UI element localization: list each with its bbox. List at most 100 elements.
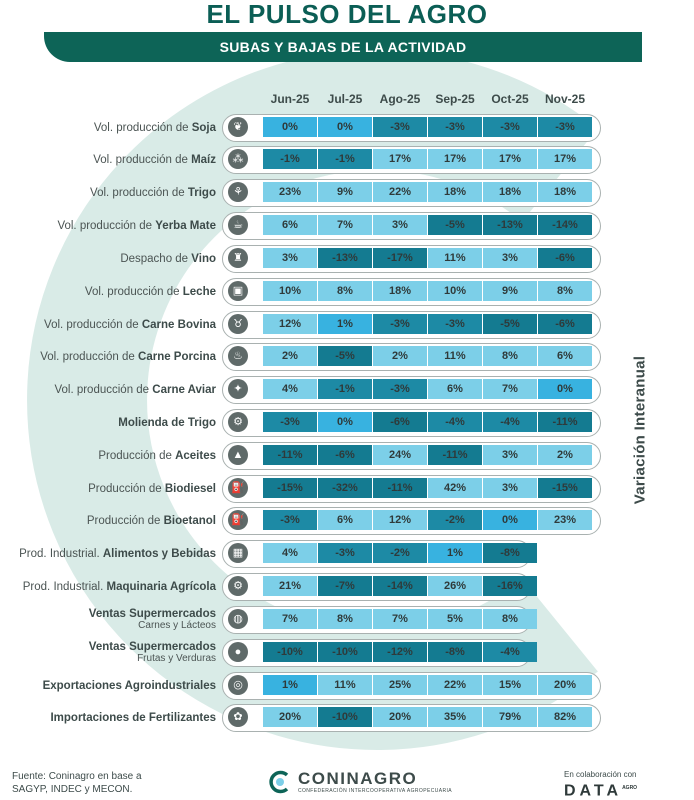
- value-cell: -2%: [373, 543, 427, 563]
- value-cell: 7%: [483, 379, 537, 399]
- value-cell: 18%: [538, 182, 592, 202]
- logo-subtitle: CONFEDERACIÓN INTERCOOPERATIVA AGROPECUA…: [298, 788, 452, 794]
- row-label: Vol. producción de Leche: [0, 278, 216, 306]
- value-cell: -12%: [373, 642, 427, 662]
- value-cell: -5%: [428, 215, 482, 235]
- value-cell: 1%: [318, 314, 372, 334]
- coninagro-logo-mark-icon: [269, 770, 289, 794]
- value-cell: 8%: [318, 281, 372, 301]
- row-label: Vol. producción de Yerba Mate: [0, 212, 216, 240]
- value-cell: 35%: [428, 707, 482, 727]
- value-cell: 2%: [538, 445, 592, 465]
- row-label-main: Bioetanol: [163, 515, 216, 527]
- row-label-main: Maquinaria Agrícola: [106, 581, 217, 593]
- value-cell: -10%: [318, 707, 372, 727]
- value-cell: 7%: [263, 609, 317, 629]
- row-label: Vol. producción de Carne Porcina: [0, 343, 216, 371]
- value-cell: 21%: [263, 576, 317, 596]
- table-row: Vol. producción de Carne Aviar ✦ 4% -1% -3% 6…: [0, 376, 694, 404]
- logo-name: CONINAGRO: [298, 769, 418, 788]
- yerba-mate-icon: ☕: [228, 215, 248, 235]
- value-cell: 7%: [318, 215, 372, 235]
- wine-bottle-icon: ♜: [228, 248, 248, 268]
- table-row: Vol. producción de Soja ❦ 0% 0% -3% -3% -3% -3%: [0, 114, 694, 142]
- row-label-main: Vino: [191, 253, 216, 265]
- value-cell: 4%: [263, 543, 317, 563]
- value-cell: 20%: [263, 707, 317, 727]
- table-row: Vol. producción de Carne Bovina ♉ 12% 1% -3%…: [0, 311, 694, 339]
- value-cell: 3%: [263, 248, 317, 268]
- fertilizer-bag-icon: ✿: [228, 707, 248, 727]
- value-cell: 17%: [428, 149, 482, 169]
- row-label-main: Trigo: [187, 187, 216, 199]
- table-row: Despacho de Vino ♜ 3% -13% -17% 11% 3% -6%: [0, 245, 694, 273]
- row-label: Vol. producción de Maíz: [0, 146, 216, 174]
- row-label-sub: Frutas y Verduras: [137, 653, 216, 664]
- value-cell: 6%: [318, 510, 372, 530]
- value-cell: -3%: [373, 314, 427, 334]
- coninagro-logo: CONINAGRO CONFEDERACIÓN INTERCOOPERATIVA…: [268, 769, 452, 798]
- row-label-main: Maíz: [191, 154, 216, 166]
- table-row: Ventas Supermercados Carnes y Lácteos ◍ 7% 8…: [0, 606, 694, 634]
- value-cell: 17%: [483, 149, 537, 169]
- meat-icon: ◍: [228, 609, 248, 629]
- value-cell: 3%: [483, 248, 537, 268]
- row-label: Producción de Aceites: [0, 442, 216, 470]
- row-label: Ventas Supermercados Carnes y Lácteos: [0, 606, 216, 634]
- row-label-prefix: Vol. producción de: [54, 384, 153, 396]
- value-cell: -11%: [538, 412, 592, 432]
- value-cell: 11%: [428, 248, 482, 268]
- row-label-main: Carne Porcina: [138, 351, 216, 363]
- bioethanol-pump-icon: ⛽: [228, 510, 248, 530]
- row-label-prefix: Vol. producción de: [93, 154, 192, 166]
- value-cell: -11%: [428, 445, 482, 465]
- apple-icon: ●: [228, 642, 248, 662]
- value-cell: 79%: [483, 707, 537, 727]
- table-row: Producción de Bioetanol ⛽ -3% 6% 12% -2% 0% 23%: [0, 507, 694, 535]
- pig-icon: ♨: [228, 346, 248, 366]
- table-row: Vol. producción de Leche ▣ 10% 8% 18% 10% 9% 8%: [0, 278, 694, 306]
- value-cell: -10%: [263, 642, 317, 662]
- table-row: Importaciones de Fertilizantes ✿ 20% -10% 20…: [0, 704, 694, 732]
- row-label-sub: Carnes y Lácteos: [138, 620, 216, 631]
- row-label: Vol. producción de Trigo: [0, 179, 216, 207]
- value-cell: -13%: [483, 215, 537, 235]
- row-label-main: Ventas Supermercados: [88, 608, 216, 620]
- value-cell: -3%: [428, 314, 482, 334]
- value-cell: 24%: [373, 445, 427, 465]
- collaboration-credit: En colaboración con DATAAGRO: [564, 770, 684, 800]
- value-cell: -15%: [263, 478, 317, 498]
- row-label: Importaciones de Fertilizantes: [0, 704, 216, 732]
- value-cell: -6%: [373, 412, 427, 432]
- value-cell: -6%: [538, 248, 592, 268]
- source-line-1: Fuente: Coninagro en base a: [12, 771, 142, 782]
- value-cell: 10%: [263, 281, 317, 301]
- value-cell: 8%: [483, 609, 537, 629]
- side-axis-label: Variación Interanual: [610, 330, 670, 530]
- row-label: Exportaciones Agroindustriales: [0, 672, 216, 700]
- data-agro-logo: DATAAGRO: [564, 779, 684, 800]
- row-label-prefix: Prod. Industrial.: [19, 548, 103, 560]
- value-cell: 0%: [263, 117, 317, 137]
- row-label-main: Carne Bovina: [141, 319, 216, 331]
- row-label-main: Soja: [191, 122, 216, 134]
- table-row: Prod. Industrial. Maquinaria Agrícola ⚙ 21…: [0, 573, 694, 601]
- value-cell: -3%: [318, 543, 372, 563]
- globe-icon: ◎: [228, 675, 248, 695]
- table-row: Producción de Aceites ▲ -11% -6% 24% -11% 3% 2%: [0, 442, 694, 470]
- value-cell: -3%: [373, 379, 427, 399]
- row-label-prefix: Producción de: [86, 515, 164, 527]
- value-cell: 18%: [483, 182, 537, 202]
- value-cell: 20%: [373, 707, 427, 727]
- value-cell: -3%: [483, 117, 537, 137]
- value-cell: 23%: [263, 182, 317, 202]
- value-cell: 18%: [373, 281, 427, 301]
- value-cell: 17%: [373, 149, 427, 169]
- month-header: Sep-25: [435, 92, 475, 106]
- table-row: Molienda de Trigo ⚙ -3% 0% -6% -4% -4% -11%: [0, 409, 694, 437]
- data-agro-brand: DATA: [564, 782, 623, 800]
- cow-icon: ♉: [228, 314, 248, 334]
- value-cell: 3%: [373, 215, 427, 235]
- row-label: Producción de Biodiesel: [0, 475, 216, 503]
- value-cell: 6%: [263, 215, 317, 235]
